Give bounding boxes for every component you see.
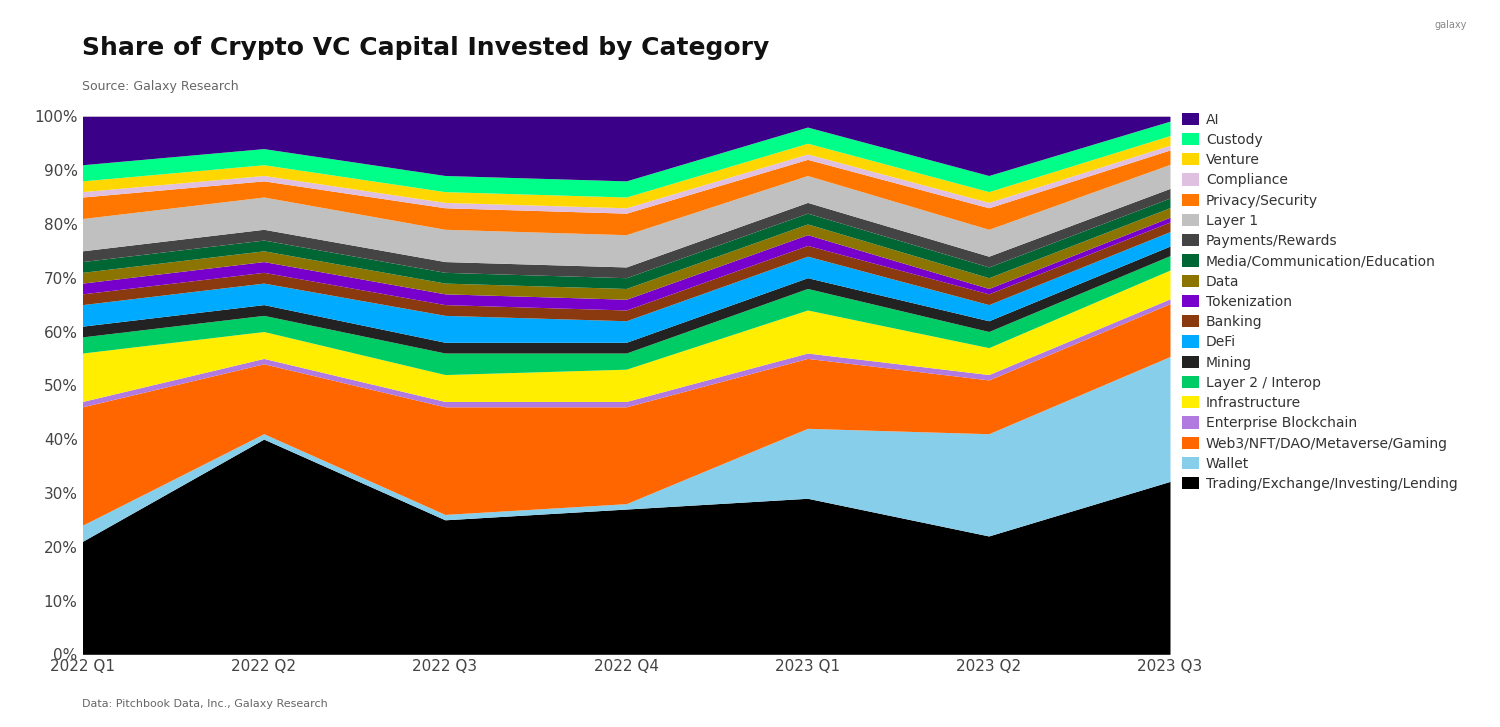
Text: galaxy: galaxy xyxy=(1434,20,1467,31)
Legend: AI, Custody, Venture, Compliance, Privacy/Security, Layer 1, Payments/Rewards, M: AI, Custody, Venture, Compliance, Privac… xyxy=(1182,113,1458,491)
Text: Data: Pitchbook Data, Inc., Galaxy Research: Data: Pitchbook Data, Inc., Galaxy Resea… xyxy=(82,699,328,709)
Text: Share of Crypto VC Capital Invested by Category: Share of Crypto VC Capital Invested by C… xyxy=(82,36,770,60)
Text: Source: Galaxy Research: Source: Galaxy Research xyxy=(82,80,238,93)
